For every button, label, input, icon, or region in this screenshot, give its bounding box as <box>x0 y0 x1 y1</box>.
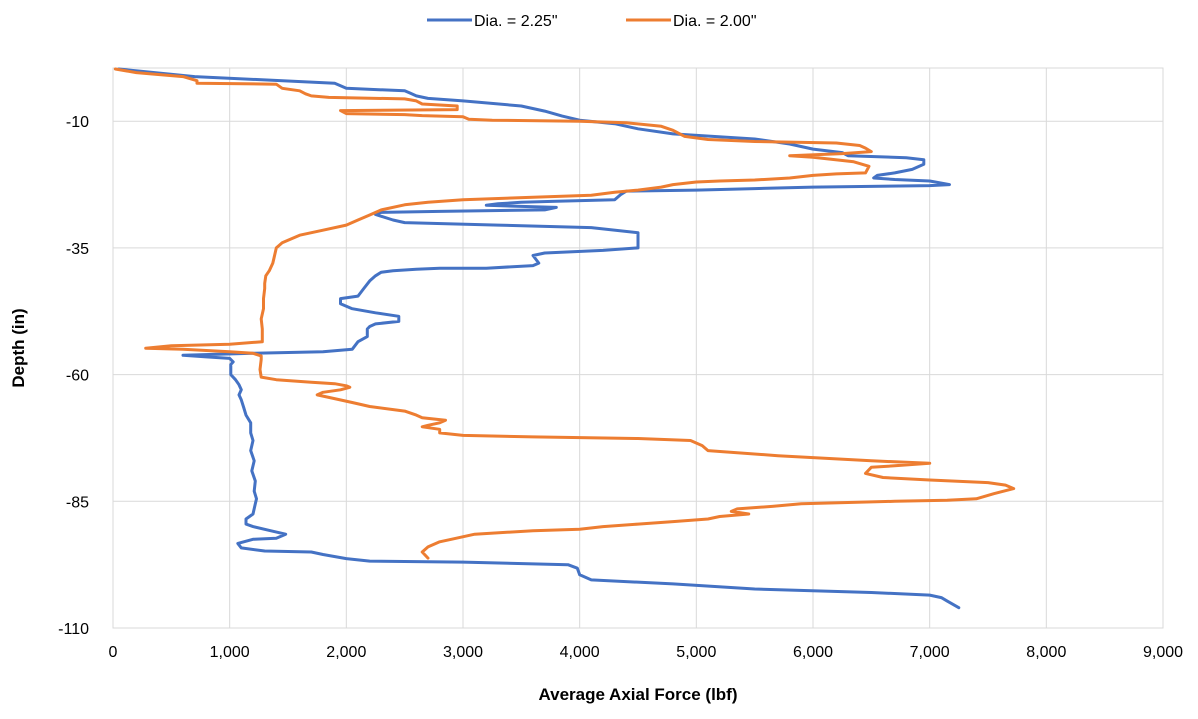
y-tick-label: -35 <box>66 241 89 258</box>
gridlines <box>112 68 1164 629</box>
legend-label-1: Dia. = 2.25" <box>474 13 558 30</box>
y-tick-label: -110 <box>58 621 89 638</box>
plot-area <box>112 67 1164 629</box>
legend-label-2: Dia. = 2.00" <box>673 13 757 30</box>
x-tick-label: 3,000 <box>443 644 483 661</box>
x-tick-label: 6,000 <box>793 644 833 661</box>
y-tick-label: -85 <box>66 494 89 511</box>
x-tick-label: 7,000 <box>910 644 950 661</box>
x-tick-label: 4,000 <box>560 644 600 661</box>
series-layer <box>113 67 1016 610</box>
x-tick-label: 1,000 <box>210 644 250 661</box>
x-tick-label: 5,000 <box>676 644 716 661</box>
x-axis-title: Average Axial Force (lbf) <box>538 685 737 704</box>
y-axis-ticks: -10 -35 -60 -85 -110 <box>58 114 89 638</box>
legend: Dia. = 2.25" Dia. = 2.00" <box>427 13 757 30</box>
y-tick-label: -10 <box>66 114 89 131</box>
x-tick-label: 9,000 <box>1143 644 1183 661</box>
x-axis-ticks: 0 1,000 2,000 3,000 4,000 5,000 6,000 7,000 8,00… <box>109 644 1184 661</box>
x-tick-label: 8,000 <box>1026 644 1066 661</box>
series-line-1 <box>117 67 961 610</box>
series-line-2 <box>113 67 1016 560</box>
y-axis-title: Depth (in) <box>9 308 28 387</box>
y-tick-label: -60 <box>66 368 89 385</box>
x-tick-label: 0 <box>109 644 118 661</box>
x-tick-label: 2,000 <box>326 644 366 661</box>
